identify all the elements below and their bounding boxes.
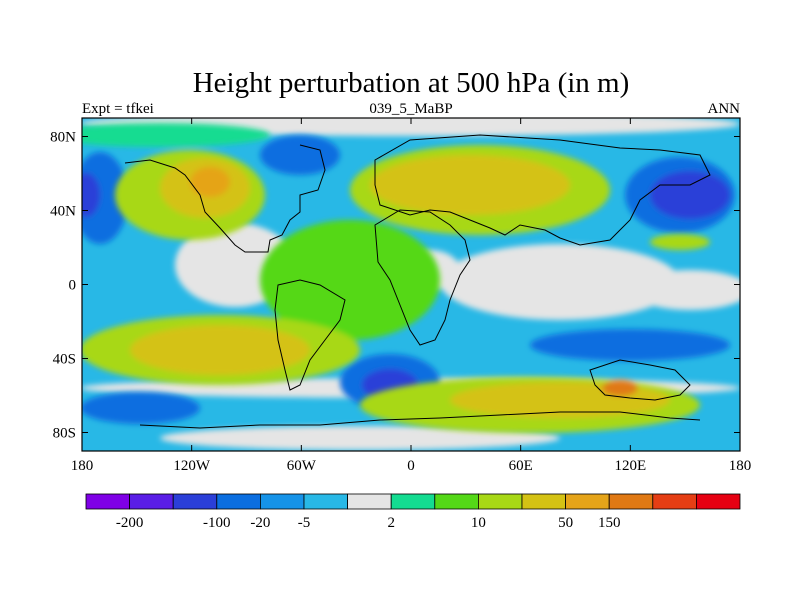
colorbar-label: -100 (203, 515, 231, 531)
north-america-ridge-core (190, 167, 230, 197)
colorbar-box (129, 493, 174, 510)
colorbar-box (608, 493, 654, 510)
colorbar-box (85, 493, 130, 510)
season-label: ANN (708, 101, 741, 117)
colorbar-box (521, 493, 566, 510)
eurasia-coast (374, 134, 711, 246)
south-indian-low (530, 329, 730, 361)
indian-ocean-neutral (440, 244, 680, 320)
colorbar-box (259, 493, 305, 510)
southeast-ridge-core (602, 380, 638, 396)
australia-coast (589, 359, 691, 401)
colorbar-box (434, 493, 479, 510)
colorbar-label: -20 (250, 515, 270, 531)
colorbar-label: 50 (558, 515, 573, 531)
colorbar-box (477, 493, 523, 510)
tropical-band (260, 220, 440, 340)
colorbar-box (172, 493, 218, 510)
colorbar-label: 150 (598, 515, 621, 531)
north-atlantic-low (260, 135, 340, 175)
y-tick-label: 40S (53, 352, 76, 368)
plot-title: Height perturbation at 500 hPa (in m) (193, 67, 630, 99)
colorbar-box (565, 493, 610, 510)
positive-anomalies (82, 123, 710, 433)
y-tick-label: 80N (50, 130, 76, 146)
antarctica-coast (139, 411, 701, 429)
x-tick-label: 0 (407, 458, 415, 474)
colorbar-box (652, 493, 697, 510)
arctic-ridge (82, 123, 270, 147)
colorbar-label: 10 (471, 515, 486, 531)
north-pacific-low-east-core (650, 171, 730, 219)
experiment-label: Expt = tfkei (82, 101, 154, 117)
colorbar-label: 2 (387, 515, 395, 531)
south-america-coast (274, 279, 346, 391)
north-pacific-low-west-core (82, 173, 100, 217)
pacific-neutral (630, 270, 740, 310)
y-tick-label: 0 (69, 278, 77, 294)
colorbar: -200 -100 -20 -5 2 10 50 150 (85, 493, 741, 531)
colorbar-box (696, 493, 741, 510)
x-tick-label: 180 (71, 458, 94, 474)
period-label: 039_5_MaBP (369, 101, 452, 117)
colorbar-label: -5 (298, 515, 311, 531)
north-pacific-low-west (82, 152, 128, 244)
x-tick-label: 180 (729, 458, 752, 474)
x-tick-label: 120E (614, 458, 646, 474)
colorbar-box (390, 493, 436, 510)
colorbar-box (303, 493, 348, 510)
coastlines (124, 134, 711, 429)
contour-field (82, 118, 740, 451)
y-tick-label: 40N (50, 204, 76, 220)
north-america-coast (124, 144, 326, 253)
south-pacific-low (82, 392, 200, 424)
africa-coast (374, 209, 471, 346)
antarctic-neutral (160, 426, 560, 450)
eurasia-ridge (370, 155, 570, 215)
south-america-ridge (130, 325, 310, 375)
colorbar-box (216, 493, 261, 510)
x-tick-label: 120W (173, 458, 211, 474)
pacific-ridge (650, 234, 710, 250)
colorbar-label: -200 (116, 515, 144, 531)
x-tick-label: 60E (509, 458, 533, 474)
x-tick-label: 60W (287, 458, 317, 474)
colorbar-box (347, 493, 392, 510)
map-ticks: 180 120W 60W 0 60E 120E 180 80N 40N 0 40S 80S (50, 118, 751, 474)
y-tick-label: 80S (53, 426, 76, 442)
